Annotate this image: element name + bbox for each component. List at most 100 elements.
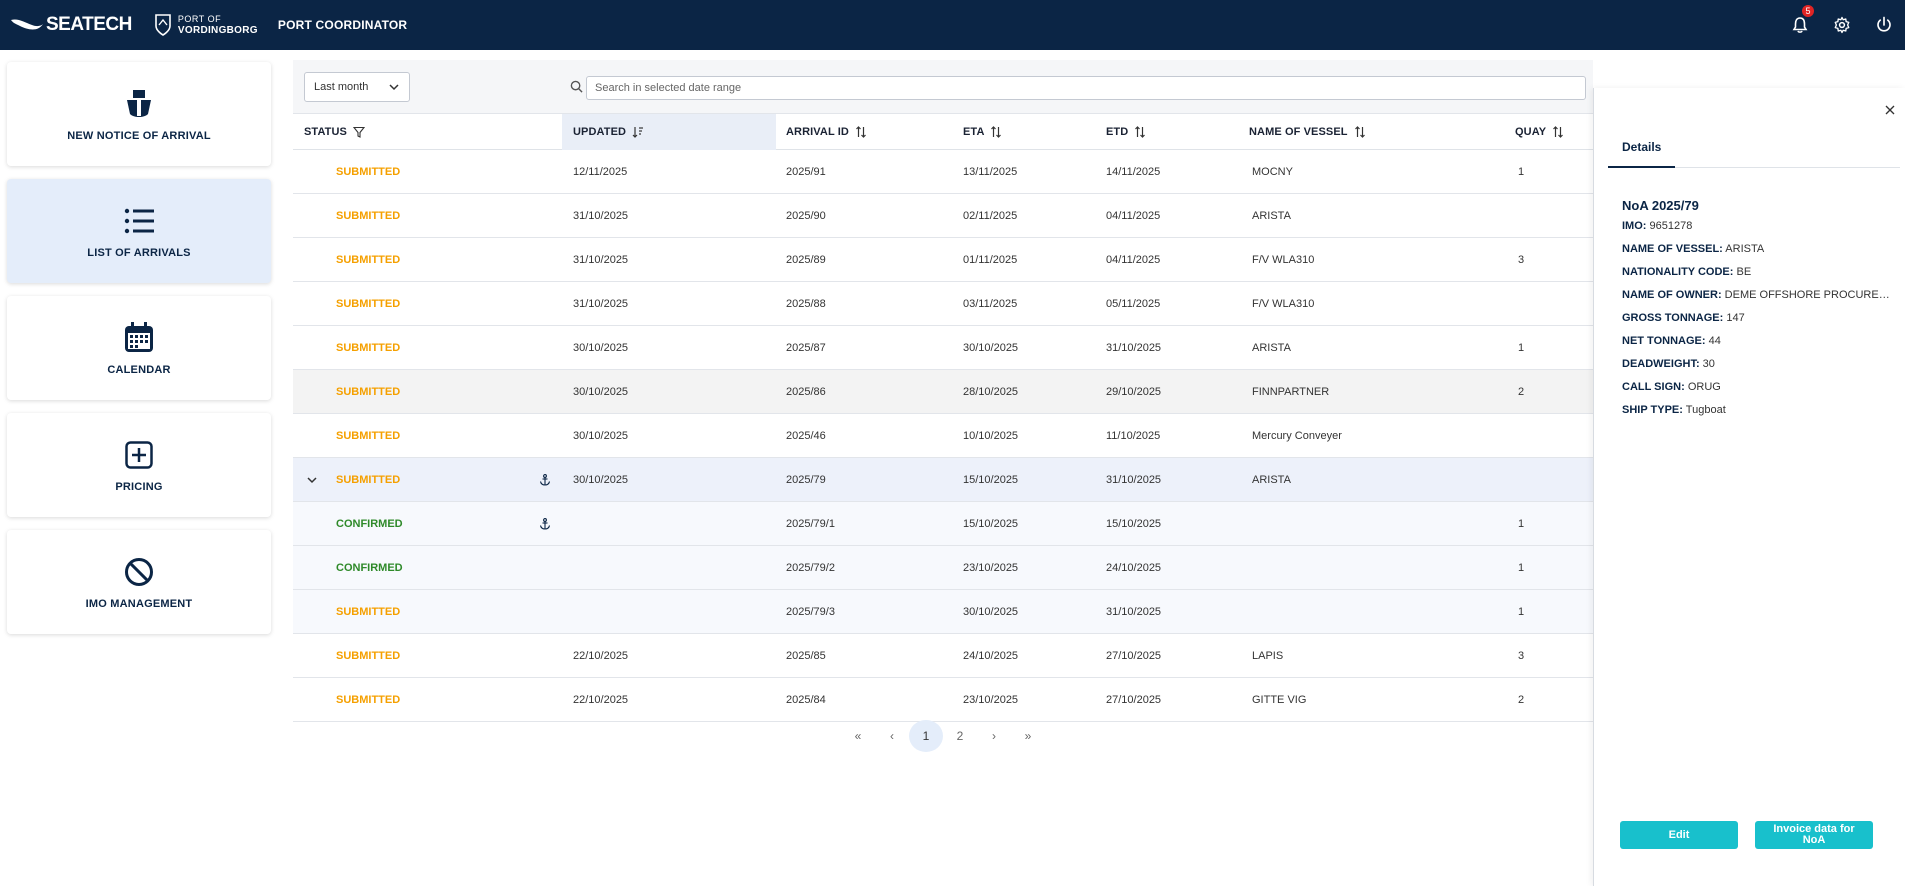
table-row[interactable]: CONFIRMED 2025/79/1 15/10/2025 15/10/2025 1 bbox=[293, 502, 1593, 546]
cell-eta: 02/11/2025 bbox=[963, 210, 1018, 222]
table-row[interactable]: SUBMITTED 22/10/2025 2025/85 24/10/2025 27/1… bbox=[293, 634, 1593, 678]
cell-arrival-id: 2025/79/3 bbox=[786, 606, 835, 618]
column-eta[interactable]: ETA bbox=[963, 114, 1002, 150]
filter-icon[interactable] bbox=[352, 126, 365, 138]
cell-arrival-id: 2025/90 bbox=[786, 210, 826, 222]
close-icon bbox=[1885, 105, 1895, 115]
column-updated[interactable]: UPDATED bbox=[562, 114, 776, 150]
detail-field: NAME OF VESSEL: ARISTA bbox=[1622, 243, 1892, 266]
table-row[interactable]: SUBMITTED 30/10/2025 2025/46 10/10/2025 11/1… bbox=[293, 414, 1593, 458]
cell-eta: 24/10/2025 bbox=[963, 650, 1019, 662]
table-body: SUBMITTED 12/11/2025 2025/91 13/11/2025 14/1… bbox=[293, 150, 1593, 722]
last-page-button[interactable]: » bbox=[1024, 729, 1032, 743]
cell-etd: 11/10/2025 bbox=[1106, 430, 1161, 442]
detail-field-value: 30 bbox=[1702, 358, 1715, 370]
sidebar-item-calendar[interactable]: CALENDAR bbox=[7, 296, 271, 400]
logout-button[interactable] bbox=[1863, 0, 1905, 50]
notifications-button[interactable]: 5 bbox=[1779, 0, 1821, 50]
ship-icon bbox=[127, 90, 151, 117]
status-badge: SUBMITTED bbox=[336, 606, 401, 618]
sort-icon bbox=[990, 126, 1002, 138]
sidebar-item-label: PRICING bbox=[115, 481, 163, 493]
sidebar-item-new-notice[interactable]: NEW NOTICE OF ARRIVAL bbox=[7, 62, 271, 166]
details-tabs: Details bbox=[1608, 140, 1900, 168]
detail-field-label: SHIP TYPE: bbox=[1622, 404, 1683, 416]
detail-field-value: DEME OFFSHORE PROCUREME... bbox=[1724, 289, 1892, 301]
sort-icon bbox=[855, 126, 867, 138]
cell-vessel: GITTE VIG bbox=[1252, 694, 1307, 706]
search-input[interactable] bbox=[586, 76, 1586, 100]
cell-arrival-id: 2025/84 bbox=[786, 694, 826, 706]
column-arrival-id[interactable]: ARRIVAL ID bbox=[786, 114, 867, 150]
invoice-data-button[interactable]: Invoice data for NoA bbox=[1755, 821, 1873, 849]
table-row[interactable]: SUBMITTED 31/10/2025 2025/88 03/11/2025 05/1… bbox=[293, 282, 1593, 326]
column-status[interactable]: STATUS bbox=[304, 114, 504, 150]
anchor-icon bbox=[539, 458, 551, 502]
cell-arrival-id: 2025/88 bbox=[786, 298, 826, 310]
table-row[interactable]: SUBMITTED 30/10/2025 2025/86 28/10/2025 29/1… bbox=[293, 370, 1593, 414]
table-row[interactable]: SUBMITTED 22/10/2025 2025/84 23/10/2025 27/1… bbox=[293, 678, 1593, 722]
status-badge: SUBMITTED bbox=[336, 342, 401, 354]
first-page-button[interactable]: « bbox=[854, 729, 862, 743]
sidebar-item-label: NEW NOTICE OF ARRIVAL bbox=[67, 130, 211, 142]
cell-updated: 30/10/2025 bbox=[573, 474, 629, 486]
detail-field: SHIP TYPE: Tugboat bbox=[1622, 404, 1892, 427]
cell-arrival-id: 2025/79/1 bbox=[786, 518, 835, 530]
table-row[interactable]: SUBMITTED 31/10/2025 2025/89 01/11/2025 04/1… bbox=[293, 238, 1593, 282]
sidebar-item-pricing[interactable]: PRICING bbox=[7, 413, 271, 517]
settings-button[interactable] bbox=[1821, 0, 1863, 50]
port-logo: PORT OF VORDINGBORG bbox=[154, 13, 258, 37]
plus-square-icon bbox=[125, 441, 153, 469]
edit-button[interactable]: Edit bbox=[1620, 821, 1738, 849]
sidebar-item-imo-management[interactable]: IMO MANAGEMENT bbox=[7, 530, 271, 634]
cell-quay: 2 bbox=[1518, 694, 1525, 706]
column-updated-label: UPDATED bbox=[573, 126, 627, 138]
wave-icon bbox=[11, 19, 43, 30]
detail-field-label: DEADWEIGHT: bbox=[1622, 358, 1700, 370]
detail-field-label: CALL SIGN: bbox=[1622, 381, 1685, 393]
status-badge: SUBMITTED bbox=[336, 166, 401, 178]
detail-field-label: NATIONALITY CODE: bbox=[1622, 266, 1734, 278]
tab-details[interactable]: Details bbox=[1608, 140, 1676, 168]
column-vessel[interactable]: NAME OF VESSEL bbox=[1249, 114, 1366, 150]
detail-field-label: NET TONNAGE: bbox=[1622, 335, 1706, 347]
cell-vessel: MOCNY bbox=[1252, 166, 1293, 178]
cell-eta: 23/10/2025 bbox=[963, 694, 1019, 706]
cell-updated: 30/10/2025 bbox=[573, 430, 629, 442]
cell-arrival-id: 2025/89 bbox=[786, 254, 826, 266]
chevron-down-icon bbox=[307, 477, 317, 484]
port-logo-line2: VORDINGBORG bbox=[177, 25, 258, 36]
table-header: STATUS UPDATED ARRIVAL ID ETA ETD NAME O… bbox=[293, 114, 1593, 150]
detail-field-value: 44 bbox=[1708, 335, 1721, 347]
cell-vessel: F/V WLA310 bbox=[1252, 254, 1315, 266]
seatech-logo[interactable]: SEATECH bbox=[10, 14, 132, 36]
column-etd[interactable]: ETD bbox=[1106, 114, 1146, 150]
next-page-button[interactable]: › bbox=[992, 729, 996, 743]
close-details-button[interactable] bbox=[1885, 102, 1895, 120]
date-range-select[interactable]: Last month bbox=[304, 72, 410, 102]
cell-eta: 03/11/2025 bbox=[963, 298, 1018, 310]
page-button-2[interactable]: 2 bbox=[956, 729, 964, 743]
page-button-1[interactable]: 1 bbox=[909, 720, 943, 752]
toolbar: Last month bbox=[293, 60, 1593, 114]
sidebar-item-list-of-arrivals[interactable]: LIST OF ARRIVALS bbox=[7, 179, 271, 283]
table-row[interactable]: SUBMITTED 30/10/2025 2025/87 30/10/2025 31/1… bbox=[293, 326, 1593, 370]
sidebar-item-label: IMO MANAGEMENT bbox=[85, 598, 193, 610]
sidebar-item-label: CALENDAR bbox=[107, 364, 171, 376]
cell-eta: 30/10/2025 bbox=[963, 342, 1019, 354]
detail-field-value: Tugboat bbox=[1685, 404, 1726, 416]
table-row[interactable]: SUBMITTED 12/11/2025 2025/91 13/11/2025 14/1… bbox=[293, 150, 1593, 194]
table-row[interactable]: CONFIRMED 2025/79/2 23/10/2025 24/10/2025 1 bbox=[293, 546, 1593, 590]
column-quay[interactable]: QUAY bbox=[1515, 114, 1564, 150]
cell-arrival-id: 2025/85 bbox=[786, 650, 826, 662]
prev-page-button[interactable]: ‹ bbox=[890, 729, 894, 743]
table-row[interactable]: SUBMITTED 31/10/2025 2025/90 02/11/2025 04/1… bbox=[293, 194, 1593, 238]
expand-row-button[interactable] bbox=[307, 458, 317, 502]
cell-eta: 15/10/2025 bbox=[963, 474, 1019, 486]
cell-vessel: Mercury Conveyer bbox=[1252, 430, 1342, 442]
cell-eta: 23/10/2025 bbox=[963, 562, 1019, 574]
table-row[interactable]: SUBMITTED 2025/79/3 30/10/2025 31/10/2025 1 bbox=[293, 590, 1593, 634]
column-quay-label: QUAY bbox=[1515, 126, 1547, 138]
table-row[interactable]: SUBMITTED 30/10/2025 2025/79 15/10/2025 31/1… bbox=[293, 458, 1593, 502]
cell-quay: 2 bbox=[1518, 386, 1525, 398]
